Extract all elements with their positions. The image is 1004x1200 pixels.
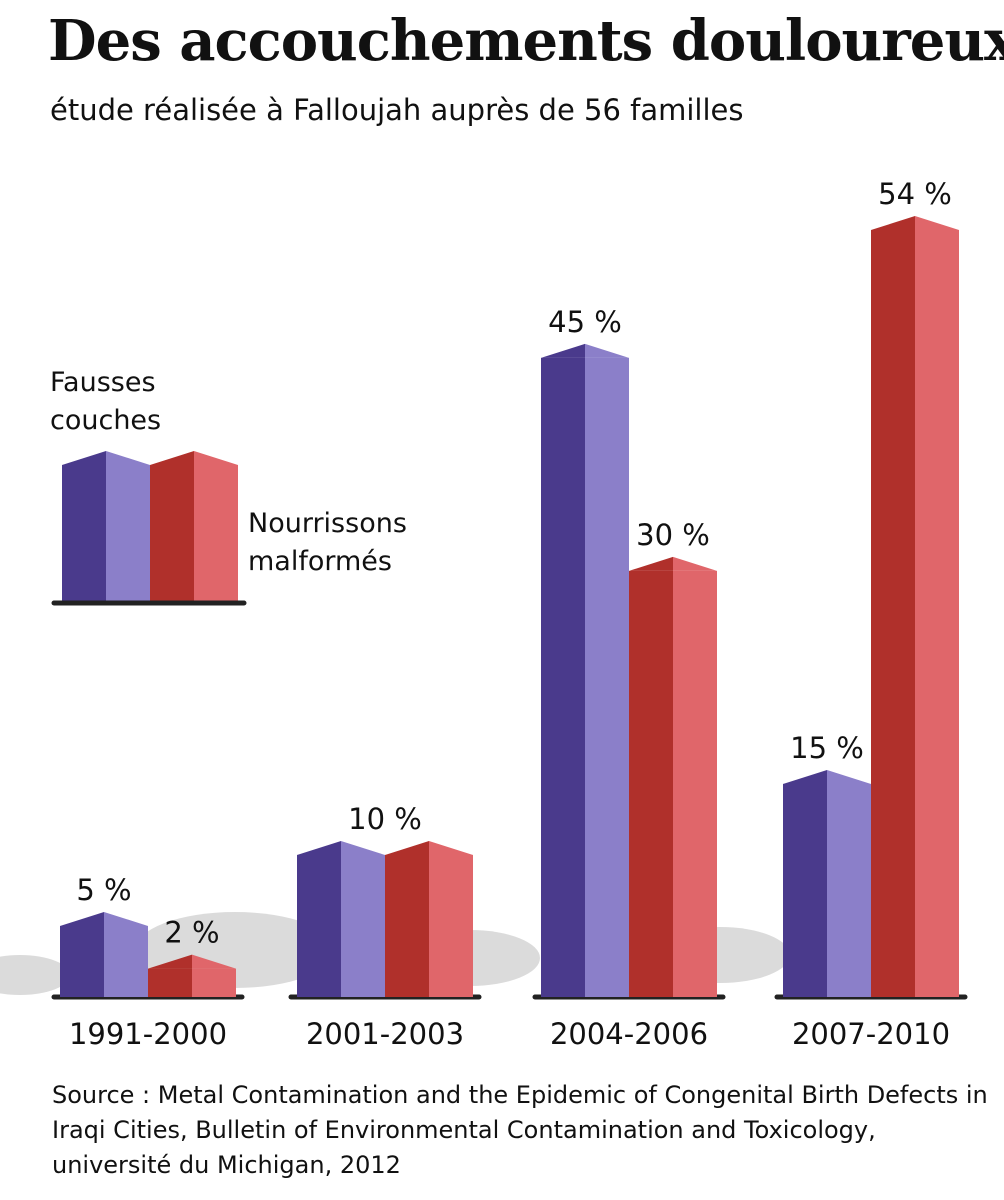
bar-fausses-couches [783,769,871,997]
legend-swatch-fausses-couches [62,451,150,603]
bar-nourrissons-malformes [148,954,236,997]
bar-chart: 5 % 2 % 1991-2000 10 % 2001-2003 45 % 30 % 2004… [0,177,968,1051]
bar-fausses-couches [60,911,148,997]
x-tick-label: 1991-2000 [69,1017,227,1051]
x-tick-label: 2001-2003 [306,1017,464,1051]
chart-subtitle: étude réalisée à Falloujah auprès de 56 … [50,93,744,127]
data-label: 54 % [878,177,952,211]
legend-label-fausses-couches: Fausses couches [50,367,162,436]
source-note: Source : Metal Contamination and the Epi… [52,1081,988,1179]
data-label: 30 % [636,518,710,552]
x-tick-label: 2007-2010 [792,1017,950,1051]
legend-label-nourrissons-malformes: Nourrissons malformés [248,508,407,577]
data-label: 10 % [348,802,422,836]
x-tick-label: 2004-2006 [550,1017,708,1051]
data-label: 2 % [164,916,219,950]
legend-swatch-nourrissons-malformes [150,451,238,603]
data-label: 15 % [790,731,864,765]
bar-shadow [0,955,70,995]
bar-nourrissons-malformes [385,840,473,997]
bar-nourrissons-malformes [629,556,717,997]
bar-fausses-couches [297,840,385,997]
data-label: 5 % [76,873,131,907]
chart-title: Des accouchements douloureux [48,8,1004,74]
bar-nourrissons-malformes [871,216,959,997]
data-label: 45 % [548,305,622,339]
bar-fausses-couches [541,343,629,997]
